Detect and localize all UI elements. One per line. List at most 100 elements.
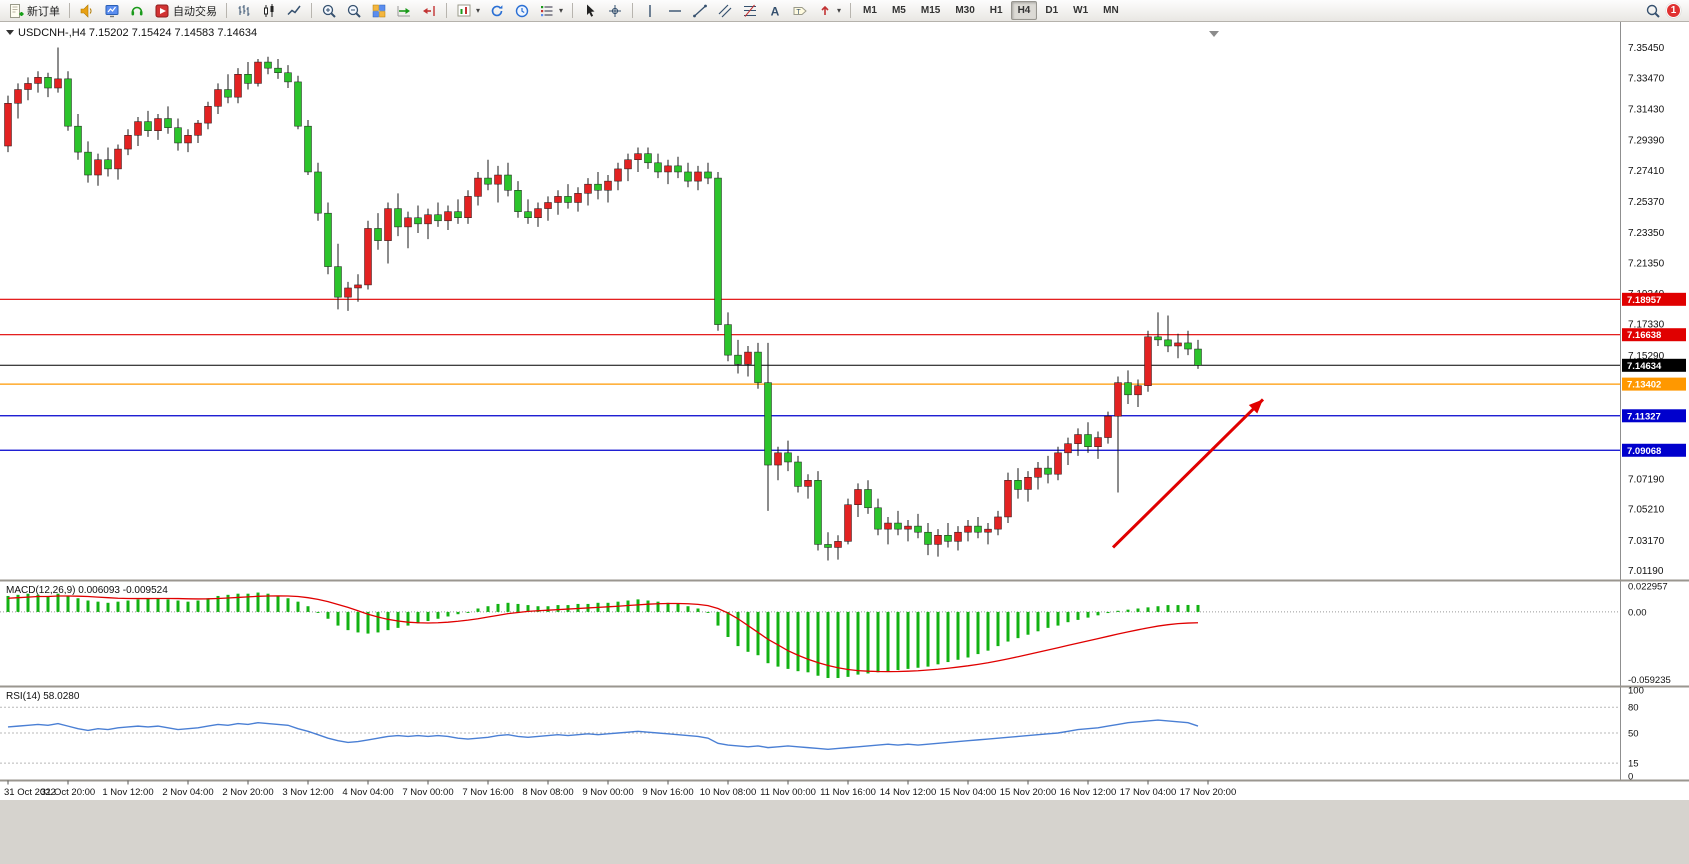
candle-body	[844, 504, 852, 542]
arrows-tool-button[interactable]: ▾	[813, 1, 845, 21]
refresh-button[interactable]	[485, 1, 509, 21]
market-watch-button[interactable]	[100, 1, 124, 21]
candle-body	[874, 507, 882, 530]
candle-body	[234, 74, 242, 98]
bar-chart-mode-button[interactable]	[232, 1, 256, 21]
zoom-out-button[interactable]	[342, 1, 366, 21]
candle-body	[34, 77, 42, 84]
candle-body	[964, 525, 972, 533]
rsi-axis-label: 80	[1628, 703, 1639, 714]
time-axis-label: 1 Nov 12:00	[102, 787, 153, 798]
macd-histogram-bar	[1176, 605, 1180, 612]
indicators-list-button[interactable]: ▾	[535, 1, 567, 21]
new-chart-button[interactable]: ▾	[452, 1, 484, 21]
horizontal-line-button[interactable]	[663, 1, 687, 21]
candle-body	[124, 135, 132, 150]
candle-body	[594, 183, 602, 191]
dropdown-caret[interactable]: ▾	[476, 6, 481, 15]
macd-histogram-bar	[1046, 611, 1050, 628]
vertical-line-button[interactable]	[638, 1, 662, 21]
candle-body	[1024, 477, 1032, 490]
macd-histogram-bar	[226, 594, 230, 612]
timeframe-mn-button[interactable]: MN	[1103, 5, 1119, 16]
notification-badge[interactable]: 1	[1666, 3, 1681, 18]
clock-icon	[515, 4, 529, 17]
chart-shift-button[interactable]	[417, 1, 441, 21]
chart-canvas[interactable]: 7.35450 7.33470 7.31430 7.29390 7.27410 7.253…	[0, 22, 1689, 864]
speaker-icon	[80, 3, 92, 18]
crosshair-button[interactable]	[603, 1, 627, 21]
price-axis-label: 7.21350	[1628, 258, 1665, 269]
timeframe-m15-button[interactable]: M15	[920, 5, 941, 16]
crosshair-icon	[609, 4, 622, 17]
macd-histogram-bar	[26, 593, 30, 612]
time-axis-label: 17 Nov 20:00	[1180, 787, 1237, 798]
candlestick-mode-button[interactable]	[257, 1, 281, 21]
time-axis-label: 9 Nov 16:00	[642, 787, 693, 798]
candle-body	[474, 177, 482, 197]
label-tool-button[interactable]: T	[788, 1, 812, 21]
timeframe-m1-button[interactable]: M1	[863, 5, 877, 16]
dropdown-caret[interactable]: ▾	[837, 6, 842, 15]
tile-windows-button[interactable]	[367, 1, 391, 21]
timeframe-m5-button[interactable]: M5	[891, 5, 906, 16]
new-order-button[interactable]: 新订单	[4, 1, 64, 21]
candle-body	[264, 61, 272, 69]
candle-body	[354, 284, 362, 289]
candle-body	[304, 125, 312, 173]
macd-histogram-bar	[296, 601, 300, 612]
macd-histogram-bar	[316, 611, 320, 613]
rsi-line	[7, 719, 1199, 751]
chart-collapse-icon[interactable]	[6, 30, 14, 35]
timeframe-d1-button[interactable]: D1	[1045, 5, 1059, 16]
macd-histogram-bar	[696, 608, 700, 612]
chart-window: 7.35450 7.33470 7.31430 7.29390 7.27410 7.253…	[0, 22, 1689, 864]
support-chat-button[interactable]	[125, 1, 149, 21]
candle-body	[524, 211, 532, 219]
candle-body	[144, 121, 152, 131]
period-clock-button[interactable]	[510, 1, 534, 21]
candle-body	[684, 171, 692, 182]
candle-body	[754, 351, 762, 383]
price-tag	[1622, 443, 1686, 457]
macd-histogram-bar	[1086, 611, 1090, 618]
macd-histogram-bar	[726, 611, 730, 637]
candle-body	[884, 522, 892, 530]
macd-histogram-bar	[656, 601, 660, 612]
zoom-in-button[interactable]	[317, 1, 341, 21]
timeframe-h1-button[interactable]: H1	[989, 5, 1003, 16]
time-axis-label: 11 Nov 16:00	[820, 787, 876, 798]
channel-icon	[718, 4, 732, 17]
channel-button[interactable]	[713, 1, 737, 21]
candle-body	[454, 211, 462, 219]
auto-trading-button[interactable]: 自动交易	[150, 1, 221, 21]
trendline-button[interactable]	[688, 1, 712, 21]
timeframe-m30-button[interactable]: M30	[955, 5, 975, 16]
search-icon[interactable]	[1645, 3, 1661, 19]
chart-shift-marker[interactable]	[1209, 31, 1219, 37]
candle-body	[714, 177, 722, 325]
trend-arrow[interactable]	[1111, 398, 1265, 549]
candle-body	[704, 171, 712, 179]
price-tag-label: 7.09068	[1627, 446, 1661, 457]
macd-histogram-bar	[156, 598, 160, 612]
toolbar-separator	[311, 3, 312, 18]
fibonacci-button[interactable]	[738, 1, 762, 21]
text-tool-button[interactable]: A	[763, 1, 787, 21]
toolbar-separator	[850, 3, 852, 18]
cursor-button[interactable]	[578, 1, 602, 21]
timeframe-w1-button[interactable]: W1	[1073, 5, 1089, 16]
macd-histogram-bar	[256, 592, 260, 612]
timeframe-h4-button[interactable]: H4	[1010, 1, 1038, 20]
macd-histogram-bar	[1036, 611, 1040, 632]
candle-body	[104, 159, 112, 170]
candle-body	[784, 452, 792, 463]
macd-histogram-bar	[1196, 604, 1200, 612]
macd-histogram-bar	[56, 593, 60, 612]
dropdown-caret[interactable]: ▾	[559, 6, 564, 15]
alerts-sound-button[interactable]	[75, 1, 99, 21]
auto-scroll-button[interactable]	[392, 1, 416, 21]
macd-histogram-bar	[236, 593, 240, 612]
candle-body	[894, 522, 902, 530]
line-chart-mode-button[interactable]	[282, 1, 306, 21]
